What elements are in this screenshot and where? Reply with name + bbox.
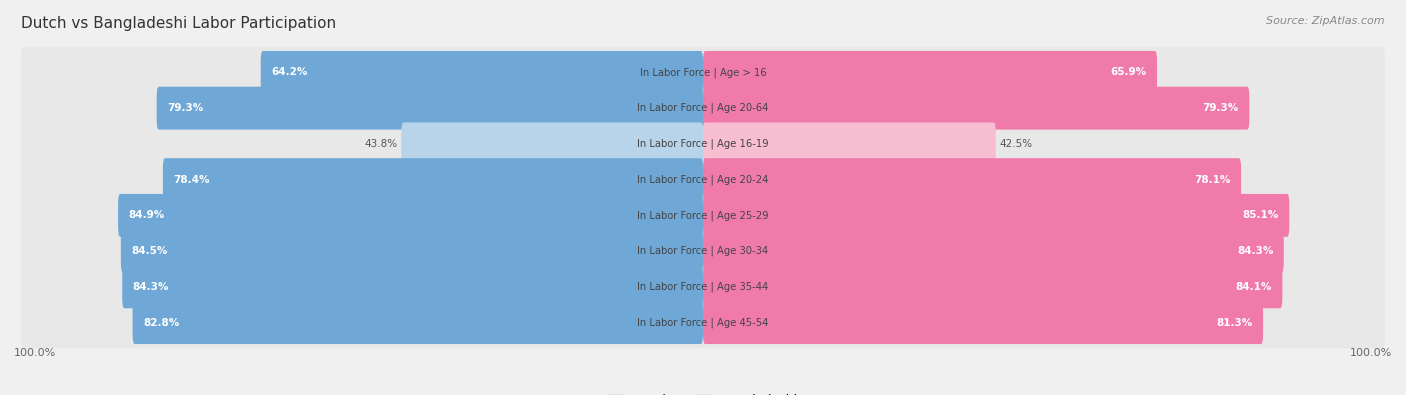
- FancyBboxPatch shape: [703, 301, 1263, 344]
- FancyBboxPatch shape: [21, 118, 1385, 169]
- FancyBboxPatch shape: [132, 301, 703, 344]
- Text: 84.3%: 84.3%: [1237, 246, 1274, 256]
- FancyBboxPatch shape: [121, 229, 703, 273]
- Text: In Labor Force | Age 25-29: In Labor Force | Age 25-29: [637, 210, 769, 221]
- Text: In Labor Force | Age > 16: In Labor Force | Age > 16: [640, 67, 766, 78]
- FancyBboxPatch shape: [703, 265, 1282, 308]
- FancyBboxPatch shape: [260, 51, 703, 94]
- Text: In Labor Force | Age 20-64: In Labor Force | Age 20-64: [637, 103, 769, 113]
- Text: 64.2%: 64.2%: [271, 68, 308, 77]
- FancyBboxPatch shape: [703, 158, 1241, 201]
- Text: In Labor Force | Age 16-19: In Labor Force | Age 16-19: [637, 139, 769, 149]
- Text: 78.4%: 78.4%: [173, 175, 209, 184]
- FancyBboxPatch shape: [401, 122, 703, 166]
- Text: In Labor Force | Age 35-44: In Labor Force | Age 35-44: [637, 282, 769, 292]
- Text: 79.3%: 79.3%: [1202, 103, 1239, 113]
- Text: In Labor Force | Age 30-34: In Labor Force | Age 30-34: [637, 246, 769, 256]
- Text: 100.0%: 100.0%: [1350, 348, 1392, 357]
- FancyBboxPatch shape: [163, 158, 703, 201]
- FancyBboxPatch shape: [703, 122, 995, 166]
- FancyBboxPatch shape: [703, 51, 1157, 94]
- FancyBboxPatch shape: [156, 87, 703, 130]
- Text: 43.8%: 43.8%: [364, 139, 398, 149]
- FancyBboxPatch shape: [118, 194, 703, 237]
- Text: 84.5%: 84.5%: [131, 246, 167, 256]
- FancyBboxPatch shape: [703, 87, 1250, 130]
- Text: 100.0%: 100.0%: [14, 348, 56, 357]
- Text: Dutch vs Bangladeshi Labor Participation: Dutch vs Bangladeshi Labor Participation: [21, 16, 336, 31]
- Text: 82.8%: 82.8%: [143, 318, 179, 327]
- FancyBboxPatch shape: [21, 47, 1385, 98]
- FancyBboxPatch shape: [21, 83, 1385, 134]
- Text: 42.5%: 42.5%: [1000, 139, 1032, 149]
- Text: 84.3%: 84.3%: [132, 282, 169, 292]
- FancyBboxPatch shape: [21, 226, 1385, 277]
- Text: 84.1%: 84.1%: [1236, 282, 1272, 292]
- FancyBboxPatch shape: [21, 154, 1385, 205]
- FancyBboxPatch shape: [21, 297, 1385, 348]
- Legend: Dutch, Bangladeshi: Dutch, Bangladeshi: [609, 394, 797, 395]
- Text: In Labor Force | Age 20-24: In Labor Force | Age 20-24: [637, 174, 769, 185]
- FancyBboxPatch shape: [122, 265, 703, 308]
- Text: In Labor Force | Age 45-54: In Labor Force | Age 45-54: [637, 317, 769, 328]
- Text: 78.1%: 78.1%: [1194, 175, 1230, 184]
- Text: Source: ZipAtlas.com: Source: ZipAtlas.com: [1267, 16, 1385, 26]
- FancyBboxPatch shape: [21, 261, 1385, 312]
- Text: 85.1%: 85.1%: [1243, 211, 1279, 220]
- FancyBboxPatch shape: [21, 190, 1385, 241]
- FancyBboxPatch shape: [703, 229, 1284, 273]
- Text: 79.3%: 79.3%: [167, 103, 204, 113]
- Text: 65.9%: 65.9%: [1111, 68, 1147, 77]
- FancyBboxPatch shape: [703, 194, 1289, 237]
- Text: 81.3%: 81.3%: [1216, 318, 1253, 327]
- Text: 84.9%: 84.9%: [128, 211, 165, 220]
